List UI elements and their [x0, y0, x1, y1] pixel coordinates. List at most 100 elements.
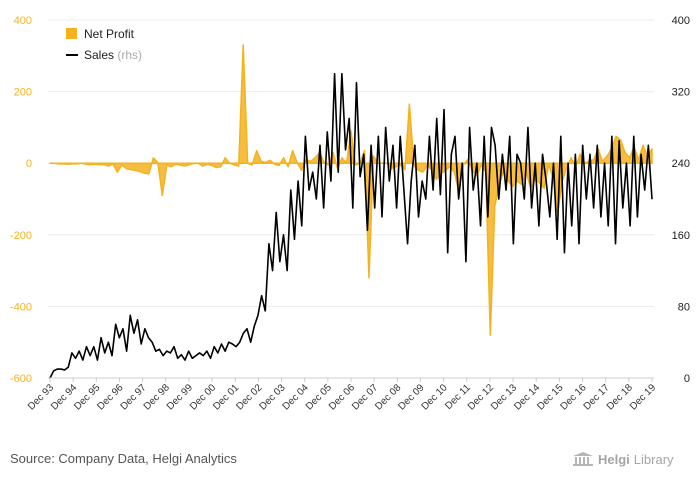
- sales-point: [480, 225, 482, 227]
- y-right-tick-label: 80: [678, 301, 690, 313]
- sales-point: [633, 135, 635, 137]
- legend-swatch-net-profit: [66, 28, 77, 39]
- sales-point: [571, 225, 573, 227]
- legend-label-net-profit: Net Profit: [84, 27, 135, 41]
- sales-point: [534, 162, 536, 164]
- y-right-tick-label: 400: [672, 15, 690, 27]
- net-profit-point: [296, 161, 298, 164]
- sales-point: [476, 162, 478, 164]
- sales-point: [549, 216, 551, 218]
- net-profit-point: [202, 165, 204, 167]
- sales-point: [155, 350, 157, 352]
- sales-point: [220, 343, 222, 345]
- chart: 400 200 0 -200 -400 -600 400 320 240 160 80 0 Dec …: [10, 15, 690, 413]
- sales-point: [188, 350, 190, 352]
- net-profit-point: [395, 166, 397, 168]
- sales-point: [308, 189, 310, 191]
- sales-point: [217, 352, 219, 354]
- sales-point: [279, 261, 281, 263]
- net-profit-point: [170, 166, 172, 168]
- sales-point: [399, 135, 401, 137]
- sales-point: [531, 207, 533, 209]
- y-left-tick-label: 0: [26, 158, 32, 170]
- sales-point: [403, 189, 405, 191]
- sales-point: [93, 346, 95, 348]
- library-building-icon: [573, 452, 593, 466]
- net-profit-point: [300, 169, 303, 171]
- sales-point: [363, 153, 365, 155]
- net-profit-point: [211, 164, 213, 166]
- sales-point: [224, 350, 226, 352]
- y-axis-left: 400 200 0 -200 -400 -600: [10, 15, 32, 385]
- net-profit-point: [292, 150, 294, 152]
- net-profit-point: [642, 144, 644, 146]
- sales-point: [618, 140, 620, 142]
- sales-point: [636, 216, 638, 218]
- y-right-tick-label: 160: [672, 230, 690, 242]
- net-profit-point: [175, 163, 177, 165]
- net-profit-point: [107, 165, 109, 167]
- sales-point: [454, 135, 456, 137]
- sales-point: [100, 337, 102, 339]
- sales-point: [144, 328, 146, 330]
- net-profit-point: [260, 160, 262, 163]
- sales-point: [169, 352, 171, 354]
- sales-point: [162, 355, 164, 357]
- net-profit-point: [265, 161, 267, 164]
- sales-point: [432, 189, 434, 191]
- sales-point: [450, 153, 452, 155]
- net-profit-point: [489, 334, 491, 336]
- net-profit-point: [350, 130, 352, 132]
- net-profit-point: [94, 163, 96, 165]
- sales-point: [428, 135, 430, 137]
- sales-point: [89, 355, 91, 357]
- sales-point: [574, 153, 576, 155]
- sales-point: [494, 144, 496, 146]
- sales-point: [647, 144, 649, 146]
- net-profit-point: [269, 159, 271, 161]
- sales-point: [60, 368, 62, 370]
- sales-point: [341, 73, 343, 75]
- sales-point: [104, 352, 106, 354]
- sales-point: [538, 225, 540, 227]
- net-profit-point: [152, 157, 154, 159]
- sales-point: [407, 243, 409, 245]
- sales-point: [253, 325, 255, 327]
- net-profit-point: [408, 103, 410, 105]
- sales-point: [465, 261, 467, 263]
- sales-point: [359, 176, 361, 178]
- net-profit-point: [579, 153, 581, 155]
- sales-point: [582, 144, 584, 146]
- sales-point: [228, 341, 230, 343]
- sales-point: [523, 198, 525, 200]
- net-profit-point: [381, 162, 384, 164]
- net-profit-point: [80, 162, 83, 164]
- y-left-tick-label: -600: [10, 373, 32, 385]
- sales-point: [71, 352, 73, 354]
- sales-point: [527, 126, 529, 128]
- sales-point: [425, 198, 427, 200]
- sales-point: [151, 341, 153, 343]
- sales-point: [206, 350, 208, 352]
- sales-point: [498, 198, 500, 200]
- sales-point: [297, 180, 299, 182]
- net-profit-point: [453, 171, 455, 173]
- sales-point: [323, 207, 325, 209]
- sales-point: [552, 162, 554, 164]
- y-left-tick-label: 400: [14, 15, 32, 27]
- net-profit-point: [229, 162, 231, 164]
- net-profit-point: [480, 164, 482, 166]
- sales-point: [312, 171, 314, 173]
- x-tick-label: Dec 10: [420, 382, 450, 412]
- sales-point: [272, 270, 274, 272]
- sales-point: [137, 319, 139, 321]
- sales-point: [567, 162, 569, 164]
- sales-point: [115, 323, 117, 325]
- net-profit-point: [71, 163, 74, 165]
- sales-point: [611, 135, 613, 137]
- sales-point: [173, 346, 175, 348]
- net-profit-point: [103, 164, 105, 166]
- net-profit-point: [435, 178, 437, 180]
- sales-point: [355, 82, 357, 84]
- net-profit-point: [399, 164, 402, 166]
